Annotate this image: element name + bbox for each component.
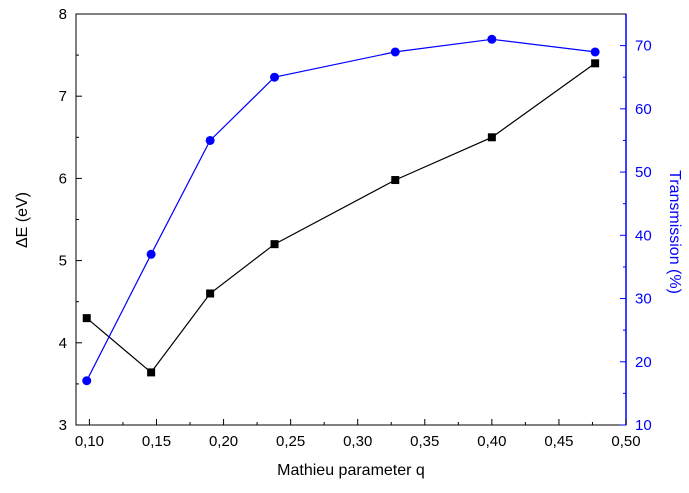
y-axis-left-title: ΔE (eV)	[14, 192, 31, 248]
y-axis-right-title: Transmission (%)	[666, 170, 683, 294]
series-left-point	[270, 240, 279, 249]
y-left-tick-label: 5	[59, 253, 67, 270]
y-right-tick-label: 30	[635, 291, 652, 308]
series-right-point	[146, 249, 156, 259]
y-axis-right: 10 20 30 40 50 60 70	[620, 38, 652, 434]
y-left-tick-label: 8	[59, 6, 67, 23]
series-right-line	[86, 38, 596, 381]
series-left-point	[487, 133, 496, 142]
y-left-tick-label: 6	[59, 170, 67, 187]
y-right-tick-label: 10	[635, 417, 652, 434]
x-axis-title: Mathieu parameter q	[277, 462, 425, 479]
y-right-tick-label: 60	[635, 101, 652, 118]
series-right-point	[82, 376, 92, 386]
x-tick-label: 0,20	[209, 433, 238, 450]
x-tick-label: 0,15	[142, 433, 171, 450]
y-right-tick-label: 20	[635, 354, 652, 371]
series-left-line	[86, 62, 596, 374]
series-left-point	[206, 289, 215, 298]
series-right-point	[590, 47, 600, 57]
y-left-tick-label: 7	[59, 88, 67, 105]
x-tick-label: 0,50	[611, 433, 640, 450]
x-tick-label: 0,45	[544, 433, 573, 450]
y-left-tick-label: 3	[59, 417, 67, 434]
series-layer	[82, 34, 600, 386]
series-left-point	[591, 59, 600, 68]
x-axis: 0,10 0,15 0,20 0,25 0,30 0,35 0,40 0,45 0,50	[75, 419, 641, 450]
series-left-point	[147, 368, 156, 377]
x-tick-label: 0,30	[343, 433, 372, 450]
series-left-point	[82, 314, 91, 323]
y-right-tick-label: 40	[635, 227, 652, 244]
y-right-tick-label: 50	[635, 164, 652, 181]
series-left-point	[391, 176, 400, 185]
y-axis-left: 3 4 5 6 7 8	[59, 6, 82, 434]
series-right-point	[487, 34, 497, 44]
x-tick-label: 0,40	[477, 433, 506, 450]
x-tick-label: 0,35	[410, 433, 439, 450]
x-tick-label: 0,10	[75, 433, 104, 450]
x-tick-label: 0,25	[276, 433, 305, 450]
series-right-point	[205, 135, 215, 145]
series-right-point	[390, 47, 400, 57]
y-right-tick-label: 70	[635, 38, 652, 55]
y-left-tick-label: 4	[59, 335, 67, 352]
series-right-point	[270, 72, 280, 82]
